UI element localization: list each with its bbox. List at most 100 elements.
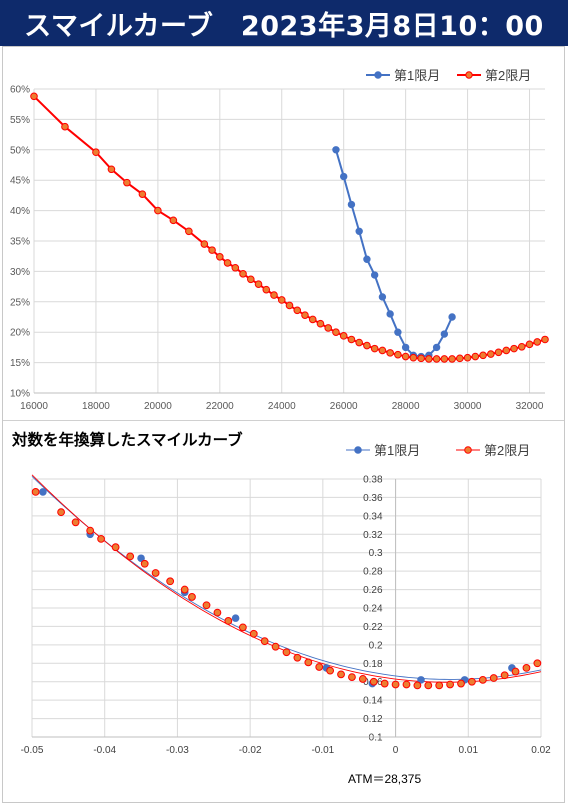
series-2-point — [304, 658, 313, 667]
x-tick-label: 24000 — [268, 401, 296, 412]
y-tick-label: 35% — [10, 237, 30, 248]
x-tick-label: -0.04 — [93, 745, 116, 756]
series-1-point — [137, 554, 145, 563]
x-tick-label: 0.01 — [459, 745, 479, 756]
y-tick-label: 0.24 — [363, 604, 383, 615]
page-banner: スマイルカーブ 2023年3月8日10：00 — [0, 0, 568, 46]
series-2-point — [347, 335, 356, 344]
series-1-point — [231, 614, 240, 622]
series-2-point — [337, 670, 345, 679]
series-2-point — [185, 227, 193, 236]
legend-label-1: 第1限月 — [374, 443, 420, 458]
x-tick-label: 32000 — [516, 401, 544, 412]
series-2-point — [425, 355, 433, 363]
series-1-point — [401, 343, 410, 352]
series-2-point — [533, 659, 542, 668]
series-2-point — [166, 577, 175, 586]
series-2-point — [238, 623, 247, 632]
series-2-point — [456, 354, 464, 363]
series-2-point — [200, 240, 209, 248]
series-2-point — [277, 296, 286, 304]
x-tick-label: -0.01 — [311, 745, 334, 756]
series-2-point — [378, 346, 387, 355]
series-2-point — [30, 92, 38, 101]
series-2-point — [401, 352, 410, 361]
series-2-point — [293, 306, 302, 315]
series-2-point — [369, 677, 378, 686]
series-2-point — [246, 275, 255, 284]
series-2-point — [151, 569, 160, 577]
series-2-point — [138, 190, 147, 198]
series-2-point — [224, 617, 233, 625]
series-2-point — [316, 319, 325, 328]
series-2-point — [270, 291, 278, 299]
series-2-point — [525, 340, 534, 349]
x-tick-label: -0.05 — [21, 745, 44, 756]
atm-annotation: ATM＝28,375 — [348, 772, 422, 786]
series-2-point — [126, 552, 135, 561]
series-2-point — [417, 354, 425, 363]
series-2-point — [432, 355, 441, 363]
series-2-point — [223, 259, 232, 267]
series-2-point — [355, 338, 363, 347]
series-2-point — [391, 680, 400, 689]
series-2-point — [260, 637, 269, 646]
series-2-point — [61, 122, 69, 131]
y-tick-label: 30% — [10, 267, 30, 278]
series-1-point — [355, 227, 363, 235]
y-tick-label: 0.1 — [369, 733, 383, 744]
series-2-point — [315, 663, 324, 671]
series-2-point — [140, 559, 149, 568]
series-1-point — [347, 200, 356, 209]
banner-title: スマイルカーブ 2023年3月8日10：00 — [24, 10, 544, 42]
legend-marker-1 — [354, 446, 362, 454]
series-2-point — [285, 301, 294, 310]
series-2-point — [479, 351, 487, 360]
series-2-point — [123, 178, 131, 187]
x-tick-label: 0 — [393, 745, 399, 756]
series-2-point — [213, 608, 222, 617]
series-2-point — [332, 328, 340, 337]
series-1-point — [448, 313, 456, 321]
series-2-point — [370, 344, 379, 353]
series-1-point — [417, 676, 425, 684]
y-tick-label: 40% — [10, 206, 30, 217]
series-2-point — [326, 666, 335, 675]
chart-divider — [3, 420, 564, 421]
smile-curve-chart: 10% 15% 20% 25% 30% 35% 40% 45% 50% 55% 60% 16000 18… — [10, 68, 549, 412]
series-2-point — [282, 648, 291, 657]
legend-marker-2 — [464, 446, 472, 454]
y-tick-label: 45% — [10, 176, 30, 187]
series-2-point — [446, 680, 455, 689]
series-2-point — [363, 341, 371, 350]
series-2-point — [249, 629, 258, 638]
series-2-point — [339, 332, 348, 340]
series-2-point — [533, 338, 542, 346]
legend-marker-2 — [465, 71, 473, 79]
series-2-point — [510, 344, 518, 353]
series-2-point — [522, 663, 531, 672]
series-1-point — [370, 271, 379, 279]
legend-marker-1 — [374, 71, 382, 79]
series-1-point — [440, 330, 449, 338]
y-tick-label: 0.3 — [369, 548, 383, 559]
series-1-point — [332, 146, 340, 154]
x-tick-label: 22000 — [206, 401, 234, 412]
series-1-point — [378, 293, 387, 301]
series-2-point — [208, 246, 216, 254]
x-tick-label: 28000 — [392, 401, 420, 412]
x-tick-label: 0.02 — [531, 745, 551, 756]
series-2-point — [107, 165, 116, 174]
series-2-point — [239, 270, 247, 278]
series-2-point — [86, 526, 95, 535]
series-2-point — [380, 679, 389, 688]
x-tick-label: 16000 — [20, 401, 48, 412]
legend-label-2: 第2限月 — [484, 443, 530, 458]
series-2-point — [271, 642, 280, 651]
series-1-point — [363, 255, 371, 263]
series-1-point — [432, 343, 441, 352]
series-2-point — [500, 671, 509, 680]
series-2-point — [293, 653, 302, 662]
series-2-point — [386, 349, 394, 357]
